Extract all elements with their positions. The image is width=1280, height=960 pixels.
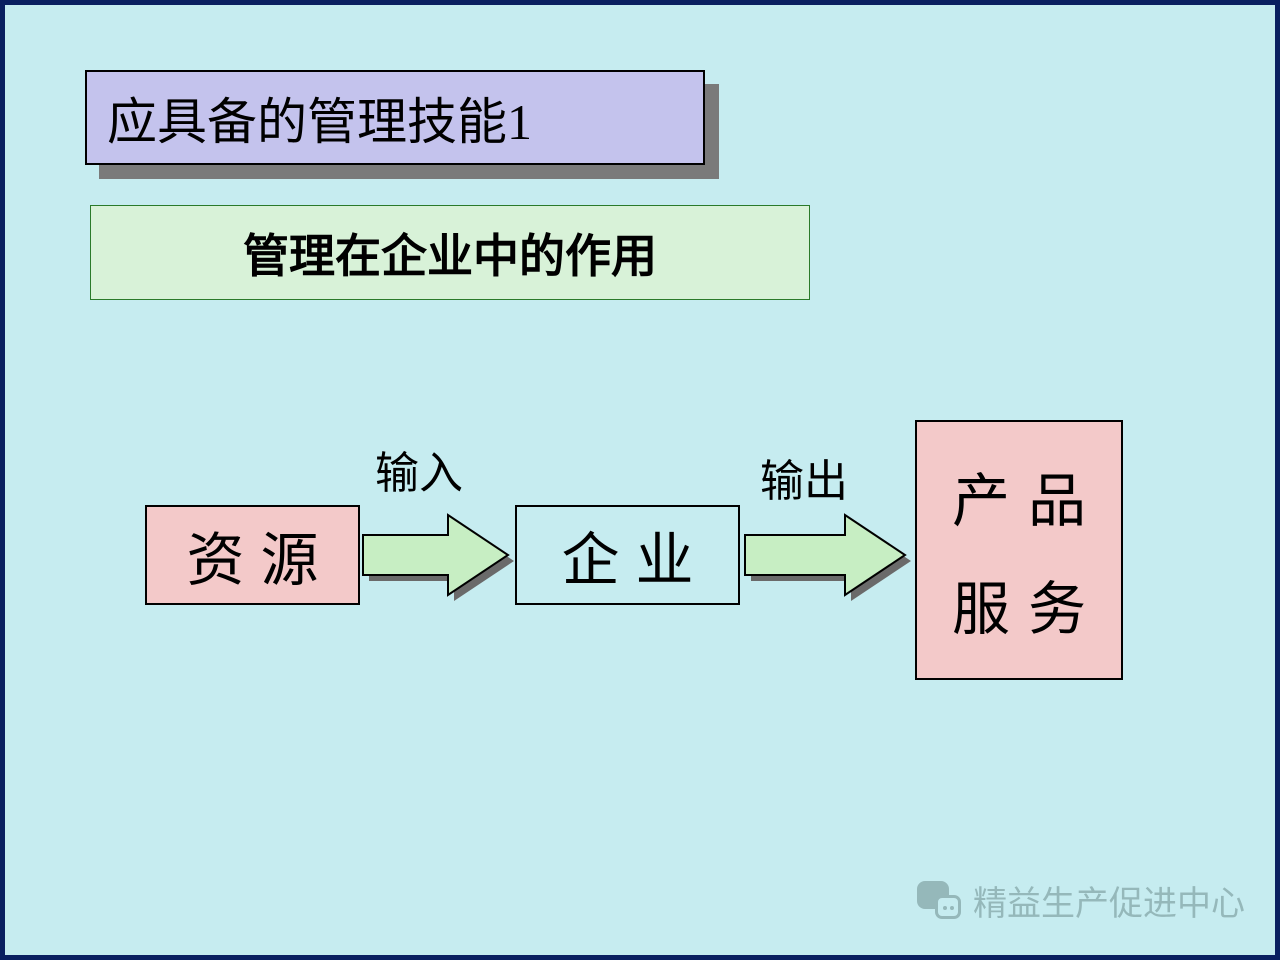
- slide-subtitle-text: 管理在企业中的作用: [243, 220, 657, 286]
- node-resource-label: 资源: [186, 513, 334, 597]
- watermark: 精益生产促进中心: [913, 876, 1245, 925]
- node-resource: 资源: [145, 505, 360, 605]
- arrow-output-shape: [745, 515, 905, 595]
- arrow-output-label: 输出: [760, 445, 848, 509]
- node-output-line2: 服务: [934, 562, 1104, 646]
- wechat-icon: [913, 877, 961, 925]
- node-output: 产品 服务: [915, 420, 1123, 680]
- arrow-input-label: 输入: [375, 437, 463, 501]
- slide-title-text: 应具备的管理技能1: [107, 82, 532, 154]
- watermark-text: 精益生产促进中心: [973, 876, 1245, 925]
- arrow-input: [363, 510, 513, 600]
- arrow-output: [745, 510, 910, 600]
- node-enterprise: 企业: [515, 505, 740, 605]
- arrow-input-shape: [363, 515, 508, 595]
- slide-subtitle: 管理在企业中的作用: [90, 205, 810, 300]
- slide-title: 应具备的管理技能1: [85, 70, 705, 165]
- node-enterprise-label: 企业: [561, 513, 709, 597]
- node-output-line1: 产品: [934, 454, 1104, 538]
